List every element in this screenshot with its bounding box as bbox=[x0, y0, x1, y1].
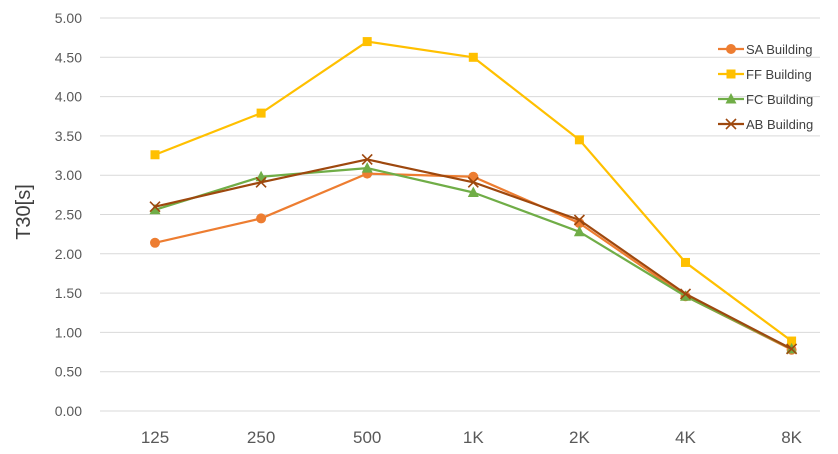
data-point bbox=[468, 171, 479, 182]
legend: SA Building FF Building FC Building AB Buil… bbox=[718, 42, 813, 132]
x-tick-label: 125 bbox=[141, 428, 169, 447]
x-marker-stroke bbox=[725, 118, 737, 130]
series-line bbox=[154, 172, 793, 351]
data-point bbox=[256, 108, 266, 118]
data-point bbox=[362, 37, 372, 47]
x-marker-stroke bbox=[467, 176, 479, 188]
x-tick-label: 2K bbox=[569, 428, 590, 447]
data-point bbox=[150, 237, 160, 248]
data-point bbox=[467, 176, 479, 188]
data-point bbox=[468, 52, 478, 62]
legend-label: FC Building bbox=[746, 92, 813, 107]
data-point bbox=[361, 153, 373, 166]
series-ff-building bbox=[150, 37, 797, 346]
legend-item: AB Building bbox=[718, 117, 813, 132]
data-point bbox=[573, 225, 585, 237]
data-point bbox=[574, 135, 584, 145]
data-point bbox=[573, 214, 585, 226]
legend-item: SA Building bbox=[718, 42, 813, 57]
x-tick-label: 8K bbox=[781, 428, 802, 447]
y-tick-label: 4.50 bbox=[55, 49, 82, 65]
data-point bbox=[255, 176, 267, 188]
data-point bbox=[679, 288, 692, 300]
y-tick-label: 0.50 bbox=[55, 364, 82, 380]
y-tick-label: 5.00 bbox=[55, 10, 82, 26]
legend-label: AB Building bbox=[746, 117, 813, 132]
y-tick-label: 0.00 bbox=[55, 403, 82, 419]
y-tick-label: 1.00 bbox=[55, 324, 82, 340]
data-point bbox=[787, 336, 797, 346]
x-marker-stroke bbox=[573, 214, 585, 226]
data-point bbox=[256, 213, 267, 224]
series-fc-building bbox=[149, 162, 798, 354]
y-tick-label: 2.50 bbox=[55, 207, 82, 223]
data-point bbox=[361, 162, 373, 173]
legend-swatch-marker bbox=[725, 118, 737, 130]
x-marker-stroke bbox=[786, 343, 798, 355]
series-ab-building bbox=[149, 153, 798, 355]
x-marker-stroke bbox=[679, 288, 692, 300]
x-tick-label: 4K bbox=[675, 428, 696, 447]
legend-label: SA Building bbox=[746, 42, 813, 57]
y-tick-label: 3.00 bbox=[55, 167, 82, 183]
legend-item: FC Building bbox=[718, 92, 813, 107]
y-tick-label: 2.00 bbox=[55, 246, 82, 262]
x-tick-labels: 125 250 500 1K 2K 4K 8K bbox=[141, 428, 803, 447]
x-tick-label: 1K bbox=[463, 428, 484, 447]
y-axis-title: T30[s] bbox=[13, 184, 35, 240]
legend-swatch-marker bbox=[726, 69, 736, 79]
y-tick-label: 4.00 bbox=[55, 89, 82, 105]
x-marker-stroke bbox=[361, 153, 373, 166]
data-point bbox=[149, 203, 161, 215]
legend-swatch-marker bbox=[725, 93, 737, 104]
y-tick-label: 1.50 bbox=[55, 285, 82, 301]
x-tick-label: 250 bbox=[247, 428, 275, 447]
data-point bbox=[681, 257, 690, 267]
legend-item: FF Building bbox=[718, 67, 812, 82]
x-marker-stroke bbox=[255, 176, 267, 188]
legend-swatch-marker bbox=[726, 44, 736, 54]
grid-layer bbox=[100, 17, 820, 412]
x-tick-label: 500 bbox=[353, 428, 381, 447]
legend-label: FF Building bbox=[746, 67, 812, 82]
data-point bbox=[786, 343, 798, 355]
series-layer bbox=[149, 37, 798, 355]
data-point bbox=[467, 186, 479, 197]
y-tick-labels: 0.00 0.50 1.00 1.50 2.00 2.50 3.00 3.50 4.00 4.50… bbox=[55, 10, 82, 419]
data-point bbox=[150, 150, 160, 160]
x-marker-stroke bbox=[149, 201, 161, 213]
data-point bbox=[680, 290, 691, 301]
y-tick-label: 3.50 bbox=[55, 128, 82, 144]
data-point bbox=[149, 201, 161, 213]
